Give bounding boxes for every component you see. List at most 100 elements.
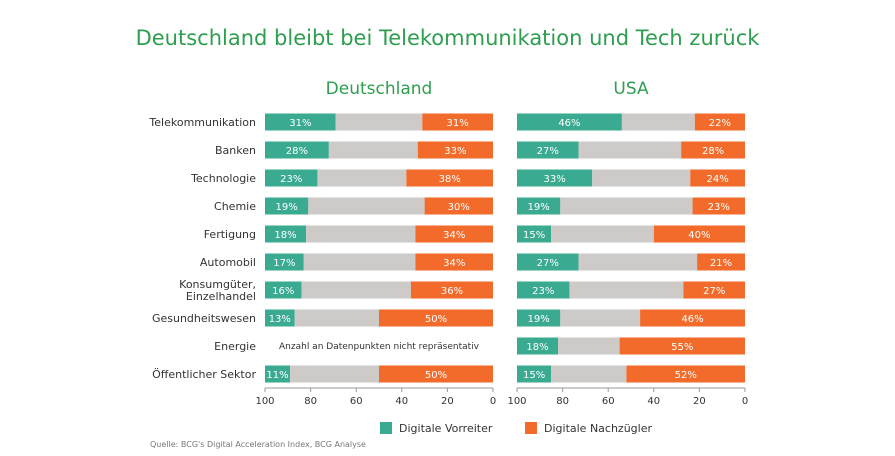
bar-middle	[551, 365, 627, 383]
bar-middle	[578, 253, 698, 271]
bar-nachzuegler	[690, 169, 745, 187]
x-tick-label: 0	[490, 396, 496, 407]
bar-vorreiter	[265, 253, 304, 271]
bar-middle	[560, 309, 641, 327]
bar-nachzuegler	[619, 337, 745, 355]
label-nachzuegler: 55%	[671, 342, 693, 353]
label-vorreiter: 15%	[523, 230, 545, 241]
label-nachzuegler: 36%	[441, 286, 463, 297]
bar-vorreiter	[517, 113, 622, 131]
bar-vorreiter	[517, 197, 561, 215]
bar-nachzuegler	[653, 225, 745, 243]
bar-nachzuegler	[406, 169, 493, 187]
label-nachzuegler: 52%	[675, 370, 697, 381]
x-tick-label: 80	[304, 396, 317, 407]
label-vorreiter: 17%	[273, 258, 295, 269]
bar-middle	[317, 169, 407, 187]
label-nachzuegler: 34%	[443, 258, 465, 269]
source-note: Quelle: BCG's Digital Acceleration Index…	[150, 440, 366, 449]
category-label: Telekommunikation	[148, 116, 256, 129]
bar-vorreiter	[517, 141, 579, 159]
bar-nachzuegler	[697, 253, 745, 271]
category-label: Konsumgüter, Einzelhandel	[179, 278, 256, 303]
bar-vorreiter	[517, 337, 559, 355]
legend-swatch	[380, 422, 392, 434]
category-label: Öffentlicher Sektor	[152, 368, 256, 381]
x-tick-label: 60	[350, 396, 363, 407]
label-nachzuegler: 31%	[447, 118, 469, 129]
bar-vorreiter	[517, 365, 552, 383]
bar-vorreiter	[265, 141, 329, 159]
bar-middle	[328, 141, 418, 159]
bar-middle	[558, 337, 620, 355]
category-label-line: Einzelhandel	[186, 290, 256, 303]
label-vorreiter: 19%	[528, 202, 550, 213]
bar-vorreiter	[265, 281, 302, 299]
category-label: Energie	[214, 340, 256, 353]
label-nachzuegler: 22%	[709, 118, 731, 129]
bar-middle	[578, 141, 682, 159]
bar-vorreiter	[517, 225, 552, 243]
x-tick-label: 100	[507, 396, 526, 407]
bar-nachzuegler	[626, 365, 745, 383]
bar-nachzuegler	[415, 253, 493, 271]
label-nachzuegler: 50%	[425, 370, 447, 381]
label-vorreiter: 19%	[276, 202, 298, 213]
legend-label: Digitale Vorreiter	[399, 422, 493, 435]
bar-middle	[569, 281, 684, 299]
bar-nachzuegler	[640, 309, 745, 327]
bar-middle	[551, 225, 654, 243]
x-tick-label: 40	[395, 396, 408, 407]
label-nachzuegler: 33%	[444, 146, 466, 157]
label-vorreiter: 13%	[269, 314, 291, 325]
bar-nachzuegler	[424, 197, 493, 215]
category-label: Gesundheitswesen	[152, 312, 256, 325]
label-nachzuegler: 23%	[708, 202, 730, 213]
bar-vorreiter	[517, 253, 579, 271]
label-vorreiter: 16%	[272, 286, 294, 297]
label-nachzuegler: 50%	[425, 314, 447, 325]
label-vorreiter: 27%	[537, 258, 559, 269]
bar-vorreiter	[517, 169, 593, 187]
x-tick-label: 0	[742, 396, 748, 407]
bar-vorreiter	[265, 309, 295, 327]
bar-nachzuegler	[410, 281, 493, 299]
legend-label: Digitale Nachzügler	[544, 422, 652, 435]
bar-middle	[335, 113, 423, 131]
label-vorreiter: 46%	[558, 118, 580, 129]
bar-middle	[301, 281, 411, 299]
label-nachzuegler: 30%	[448, 202, 470, 213]
label-nachzuegler: 27%	[703, 286, 725, 297]
x-tick-label: 40	[647, 396, 660, 407]
bar-vorreiter	[517, 281, 570, 299]
x-tick-label: 60	[602, 396, 615, 407]
category-label: Fertigung	[204, 228, 256, 241]
bar-middle	[306, 225, 416, 243]
category-label: Technologie	[190, 172, 256, 185]
chart-title: Deutschland bleibt bei Telekommunikation…	[135, 26, 760, 50]
label-vorreiter: 31%	[289, 118, 311, 129]
bar-nachzuegler	[417, 141, 493, 159]
bar-middle	[592, 169, 691, 187]
label-nachzuegler: 28%	[702, 146, 724, 157]
note-text: Anzahl an Datenpunkten nicht repräsentat…	[279, 342, 480, 352]
bar-middle	[294, 309, 379, 327]
bar-middle	[308, 197, 425, 215]
bar-middle	[303, 253, 416, 271]
panel-title: USA	[613, 79, 649, 99]
label-vorreiter: 19%	[528, 314, 550, 325]
label-vorreiter: 15%	[523, 370, 545, 381]
bar-nachzuegler	[694, 113, 745, 131]
x-tick-label: 20	[693, 396, 706, 407]
bar-middle	[290, 365, 379, 383]
label-nachzuegler: 40%	[688, 230, 710, 241]
label-vorreiter: 23%	[532, 286, 554, 297]
label-vorreiter: 18%	[526, 342, 548, 353]
bar-nachzuegler	[683, 281, 745, 299]
category-label: Banken	[215, 144, 256, 157]
x-tick-label: 100	[255, 396, 274, 407]
bar-vorreiter	[265, 365, 291, 383]
label-vorreiter: 23%	[280, 174, 302, 185]
bar-middle	[621, 113, 695, 131]
